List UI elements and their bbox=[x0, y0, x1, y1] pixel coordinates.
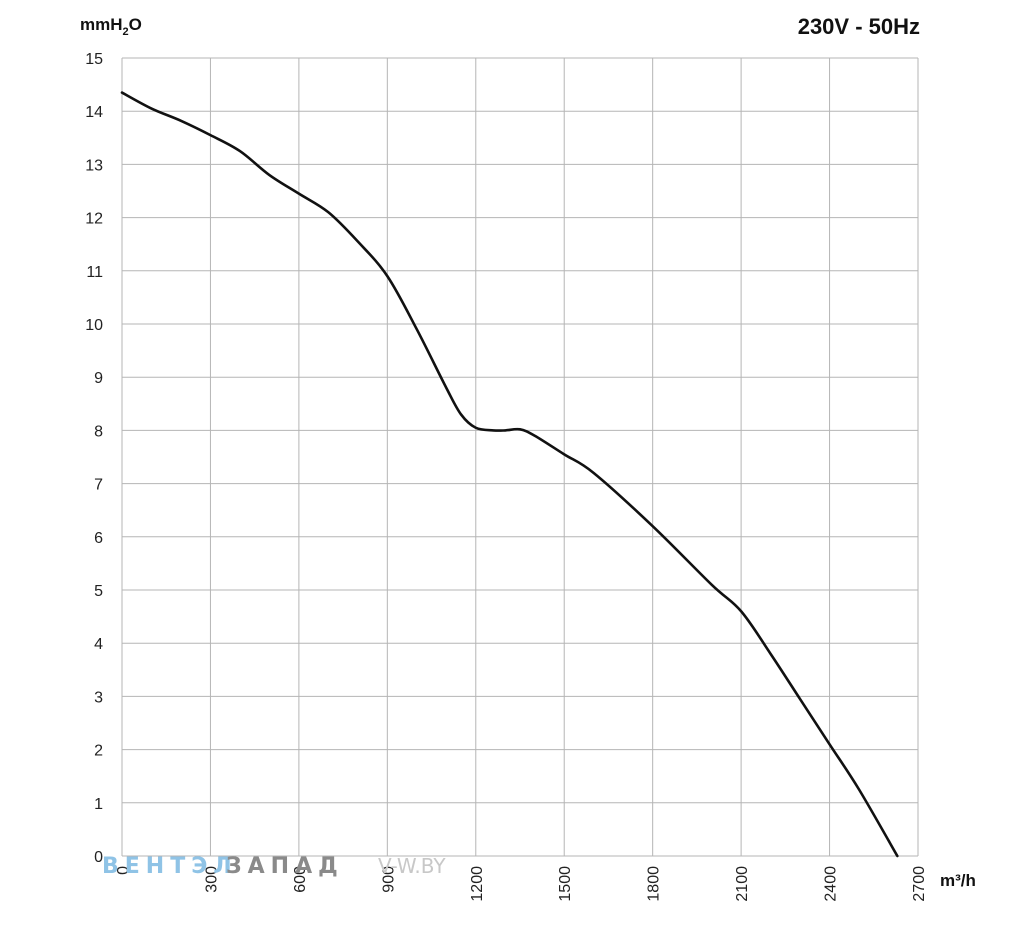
y-tick-label: 5 bbox=[94, 583, 103, 600]
y-tick-label: 11 bbox=[86, 264, 103, 281]
y-axis-label-tail: O bbox=[129, 15, 142, 34]
x-tick-label: 300 bbox=[203, 866, 220, 893]
x-tick-label: 900 bbox=[380, 866, 397, 893]
watermark-brand-part2: ЗАПАД bbox=[226, 854, 344, 879]
x-tick-label: 2100 bbox=[734, 866, 751, 902]
y-tick-label: 14 bbox=[85, 104, 103, 121]
y-axis-label-main: mmH bbox=[80, 15, 123, 34]
x-tick-label: 600 bbox=[292, 866, 309, 893]
x-tick-label: 2700 bbox=[911, 866, 928, 902]
y-axis-label-subscript: 2 bbox=[123, 26, 129, 38]
x-tick-label: 1800 bbox=[646, 866, 663, 902]
chart-title: 230V - 50Hz bbox=[798, 14, 920, 39]
y-tick-label: 12 bbox=[85, 211, 103, 228]
watermark-brand-part1: ВЕНТЭЛ bbox=[102, 854, 238, 879]
y-tick-label: 9 bbox=[94, 370, 103, 387]
x-tick-label: 1200 bbox=[469, 866, 486, 902]
y-tick-label: 13 bbox=[85, 157, 103, 174]
y-tick-label: 1 bbox=[94, 796, 103, 813]
y-tick-label: 8 bbox=[94, 423, 103, 440]
grid-lines bbox=[121, 57, 919, 857]
watermark-site: V-W.BY bbox=[378, 854, 446, 878]
y-tick-label: 3 bbox=[94, 689, 103, 706]
y-tick-label: 10 bbox=[85, 317, 103, 334]
series-line bbox=[120, 91, 899, 858]
y-tick-label: 7 bbox=[94, 477, 103, 494]
y-tick-label: 15 bbox=[85, 51, 103, 68]
x-tick-label: 1500 bbox=[557, 866, 574, 902]
y-tick-label: 2 bbox=[94, 743, 103, 760]
y-tick-label: 4 bbox=[94, 636, 103, 653]
x-tick-label: 0 bbox=[115, 866, 132, 875]
y-tick-label: 6 bbox=[94, 530, 103, 547]
x-tick-labels: 0 300 600 900 1200 1500 1800 2100 2400 2700 bbox=[115, 866, 928, 902]
y-tick-label: 0 bbox=[94, 849, 103, 866]
x-tick-label: 2400 bbox=[823, 866, 840, 902]
y-axis-label: mmH2O bbox=[80, 15, 142, 38]
x-axis-label: m³/h bbox=[940, 871, 976, 890]
